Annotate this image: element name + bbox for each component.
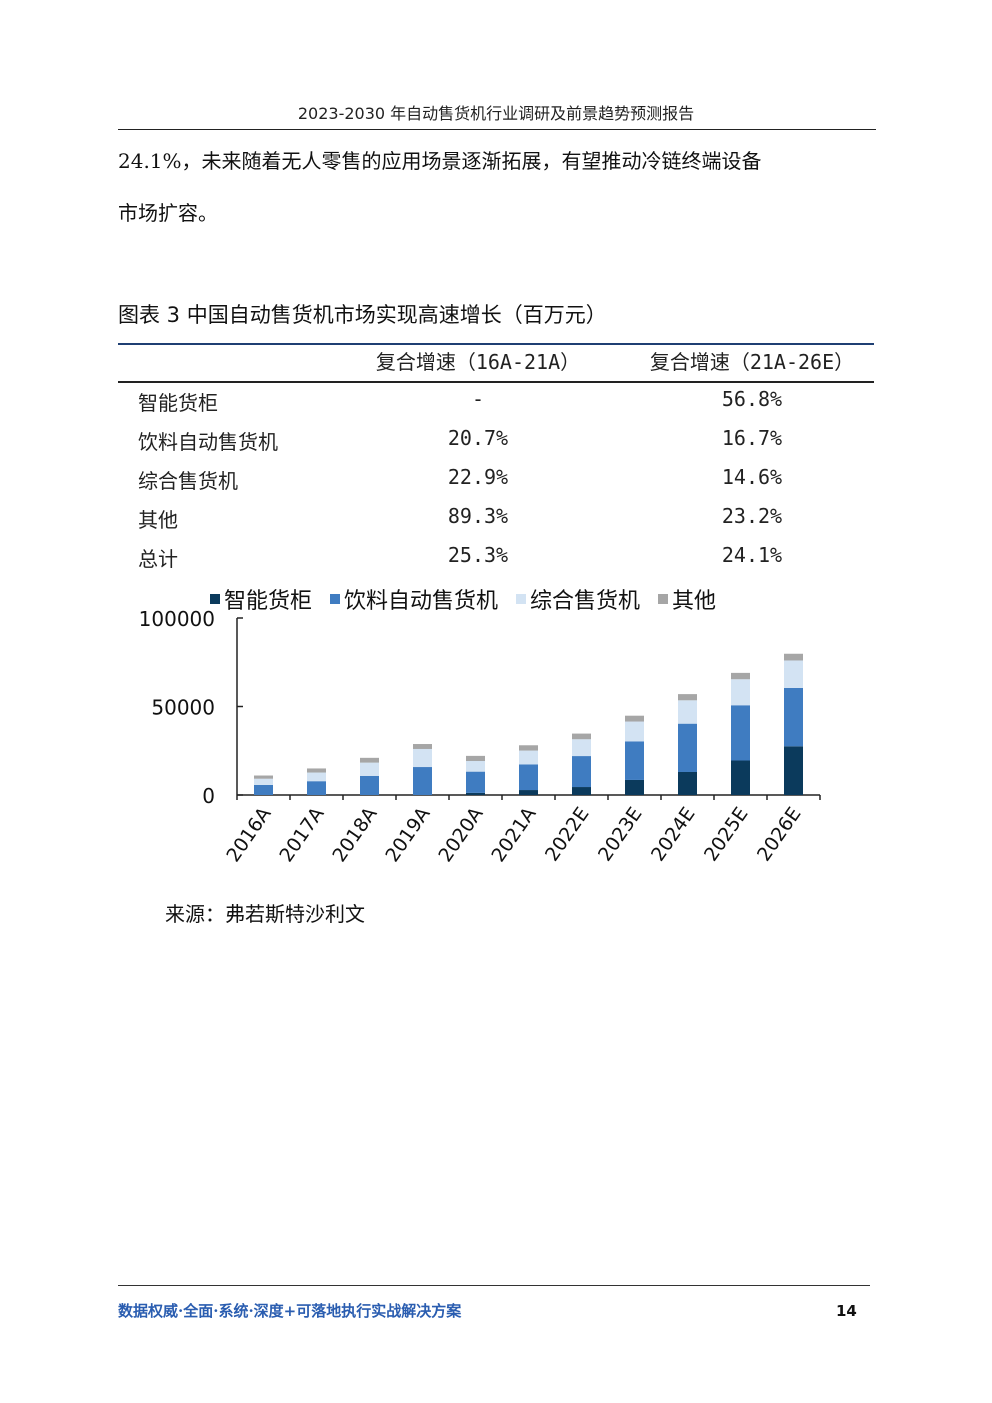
table-cell: - (471, 387, 485, 411)
legend-item: 其他 (658, 583, 716, 615)
bar-segment (307, 781, 326, 795)
legend-item: 智能货柜 (210, 583, 312, 615)
table-row-label: 其他 (138, 508, 178, 532)
bar-segment (625, 779, 644, 795)
legend-swatch (210, 594, 220, 604)
paragraph-line-2: 市场扩容。 (118, 201, 218, 225)
bar-segment (625, 721, 644, 742)
legend-label: 饮料自动售货机 (344, 589, 499, 614)
legend-label: 其他 (672, 589, 717, 614)
bar-segment (360, 757, 379, 763)
table-cell: 22.9% (447, 465, 509, 489)
x-tick-label: 2017A (275, 803, 328, 866)
x-tick-label: 2025E (700, 803, 753, 865)
bar-segment (413, 744, 432, 749)
bar-segment (731, 705, 750, 761)
table-cell: 89.3% (447, 504, 509, 528)
bar-segment (466, 792, 485, 795)
bar-segment (519, 745, 538, 751)
table-row-label: 综合售货机 (138, 469, 238, 493)
bar-segment (519, 764, 538, 791)
bar-segment (466, 761, 485, 772)
bar-segment (254, 784, 273, 795)
bar-segment (784, 687, 803, 747)
table-row-label: 智能货柜 (138, 391, 218, 415)
table-cell: 24.1% (721, 543, 783, 567)
y-tick-label: 50000 (151, 696, 215, 720)
bar-segment (466, 755, 485, 762)
bar-segment (678, 771, 697, 795)
table-cell: 56.8% (721, 387, 783, 411)
x-tick-label: 2016A (222, 803, 275, 866)
bar-segment (731, 672, 750, 680)
bar-segment (731, 679, 750, 706)
bar-segment (466, 771, 485, 793)
bar-segment (360, 762, 379, 776)
legend-swatch (658, 594, 669, 604)
x-tick-label: 2020A (434, 803, 487, 866)
bar-segment (678, 700, 697, 724)
bar-segment (360, 775, 379, 795)
bar-segment (307, 772, 326, 782)
bar-segment (678, 694, 697, 701)
legend-swatch (330, 594, 341, 604)
header-divider (118, 129, 876, 130)
table-row-label: 总计 (138, 547, 178, 571)
legend-swatch (516, 594, 527, 604)
legend-label: 智能货柜 (224, 589, 313, 614)
x-tick-label: 2026E (753, 803, 806, 865)
footer-divider (118, 1285, 870, 1286)
bar-segment (731, 760, 750, 795)
figure-source: 来源：弗若斯特沙利文 (165, 902, 365, 926)
footer-slogan: 数据权威·全面·系统·深度+可落地执行实战解决方案 (118, 1302, 462, 1320)
y-tick-label: 100000 (139, 607, 215, 631)
bar-segment (254, 778, 273, 785)
bar-segment (254, 775, 273, 779)
bar-segment (784, 653, 803, 661)
bar-segment (413, 748, 432, 768)
table-header-col2: 复合增速（21A-26E） (649, 350, 855, 374)
bar-segment (625, 741, 644, 780)
table-row-label: 饮料自动售货机 (138, 430, 278, 454)
bar-segment (678, 723, 697, 772)
bar-segment (572, 756, 591, 788)
bar-segment (519, 790, 538, 795)
legend-item: 综合售货机 (516, 583, 640, 615)
bar-segment (784, 660, 803, 688)
running-header: 2023-2030 年自动售货机行业调研及前景趋势预测报告 (297, 104, 695, 123)
legend-label: 综合售货机 (530, 589, 641, 614)
figure-caption: 图表 3 中国自动售货机市场实现高速增长（百万元） (118, 303, 607, 327)
x-tick-label: 2023E (594, 803, 647, 865)
x-tick-label: 2019A (381, 803, 434, 866)
bar-segment (519, 750, 538, 765)
bar-segment (572, 733, 591, 740)
x-tick-label: 2021A (487, 803, 540, 866)
table-cell: 16.7% (721, 426, 783, 450)
bar-segment (572, 739, 591, 757)
x-tick-label: 2018A (328, 803, 381, 866)
bar-segment (413, 767, 432, 795)
bar-segment (572, 787, 591, 795)
table-top-rule (118, 343, 874, 345)
y-tick-label: 0 (202, 784, 215, 808)
bar-segment (307, 768, 326, 773)
paragraph-line-1: 24.1%，未来随着无人零售的应用场景逐渐拓展，有望推动冷链终端设备 (118, 149, 762, 173)
table-header-rule (118, 381, 874, 383)
x-tick-label: 2022E (541, 803, 594, 865)
bar-segment (625, 715, 644, 722)
table-cell: 25.3% (447, 543, 509, 567)
table-cell: 23.2% (721, 504, 783, 528)
bar-segment (784, 746, 803, 795)
x-tick-label: 2024E (647, 803, 700, 865)
table-cell: 14.6% (721, 465, 783, 489)
legend-item: 饮料自动售货机 (330, 583, 498, 615)
chart-legend: 智能货柜 饮料自动售货机 综合售货机 其他 (210, 583, 734, 615)
page-number: 14 (836, 1302, 857, 1320)
table-cell: 20.7% (447, 426, 509, 450)
table-header-col1: 复合增速（16A-21A） (375, 350, 581, 374)
